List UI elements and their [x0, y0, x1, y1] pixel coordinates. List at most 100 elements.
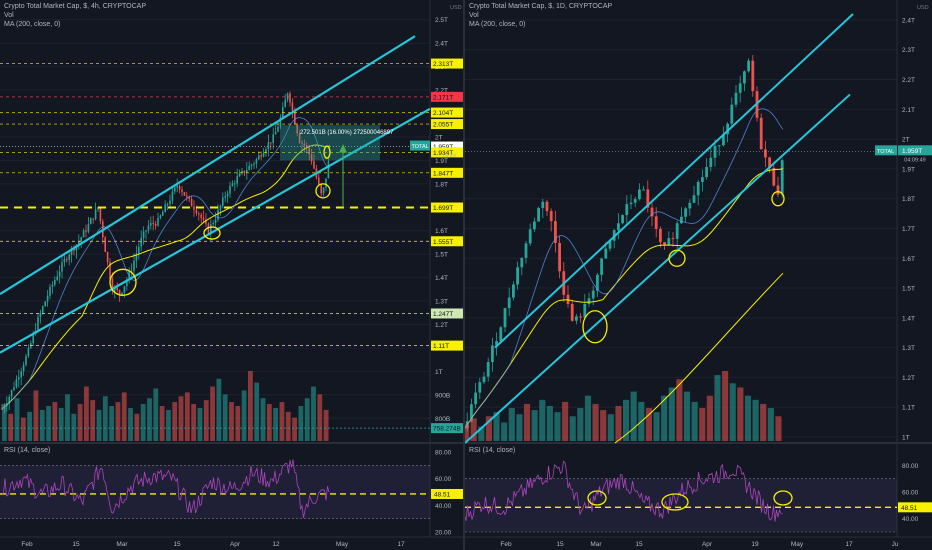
time-tick-label: Apr	[230, 541, 241, 548]
volume-bar	[121, 392, 127, 441]
candle-body	[751, 60, 755, 92]
candle-body	[272, 134, 274, 144]
volume-bar	[714, 375, 721, 441]
candle-body	[181, 189, 183, 193]
volume-bar	[501, 422, 508, 441]
candle-body	[524, 243, 528, 258]
candle-body	[238, 173, 241, 177]
candle-body	[262, 153, 265, 157]
candle-body	[253, 163, 255, 165]
chart-4h-canvas[interactable]: 2.5T2.4T2.3T2.2T2.1T2T1.9T1.8T1.7T1.6T1.…	[0, 0, 463, 550]
chart-pane-1d[interactable]: 2.4T 2.3T 2.2T 2.1T 2T 1.9T 1.8T 1.7T 1.6T 1.5T 1.…	[465, 0, 932, 550]
volume-bar	[304, 398, 310, 441]
ma-fast-line	[465, 108, 784, 429]
chart-1d-canvas[interactable]: 2.4T 2.3T 2.2T 2.1T 2T 1.9T 1.8T 1.7T 1.6T 1.5T 1.…	[465, 0, 932, 550]
candle-body	[482, 376, 486, 383]
circle-annotation	[109, 268, 137, 296]
candle-body	[768, 157, 771, 169]
volume-bar	[775, 416, 782, 441]
candle-body	[226, 193, 229, 197]
candle-body	[659, 228, 662, 243]
candle-body	[520, 257, 524, 268]
candle-body	[205, 219, 207, 224]
level-tag	[431, 58, 463, 69]
chart-legend-4h: Crypto Total Market Cap, $, 4h, CRYPTOCA…	[4, 2, 146, 29]
price-tick-label: 800B	[435, 416, 450, 423]
level-tag-label: 1.699T	[433, 205, 453, 212]
level-tag-label: 2.313T	[433, 61, 453, 68]
price-tick-label: 1.2T	[435, 322, 448, 329]
candle-body	[8, 396, 10, 404]
candle-body	[78, 241, 80, 245]
volume-bar	[298, 406, 304, 441]
volume-bar	[166, 409, 171, 441]
time-tick-label: 12	[272, 541, 280, 548]
candle-body	[591, 290, 595, 299]
candle-body	[25, 356, 27, 366]
candle-body	[250, 164, 253, 166]
candle-body	[650, 207, 654, 217]
volume-bar	[184, 392, 190, 441]
price-tick-label: 2.4T	[435, 41, 448, 48]
rsi-value-tag	[431, 488, 463, 499]
candle-body	[42, 306, 44, 313]
candle-body	[478, 382, 482, 393]
candle-body	[625, 204, 629, 216]
rsi-line	[465, 460, 783, 522]
candle-body	[279, 117, 282, 127]
candle-body	[135, 253, 138, 261]
candle-body	[63, 259, 66, 263]
candle-body	[709, 157, 713, 168]
vol-label-4h: Vol	[4, 12, 14, 19]
volume-bar	[577, 408, 584, 441]
chart-title-1d: Crypto Total Market Cap, $, 1D, CRYPTOCA…	[469, 3, 613, 10]
volume-bar	[683, 391, 691, 441]
level-tag	[431, 147, 463, 158]
candle-body	[705, 167, 708, 178]
rsi-value-tag	[898, 502, 932, 513]
price-tick-label: 2.4T	[902, 17, 915, 24]
candle-body	[277, 126, 279, 132]
volume-bar	[210, 386, 215, 441]
ma-200-long-line	[614, 272, 784, 444]
ma-fast-line	[1, 117, 331, 410]
candle-body	[646, 189, 650, 208]
candle-body	[621, 215, 624, 224]
total-value-tag	[898, 145, 932, 156]
candle-body	[217, 209, 219, 220]
candle-body	[229, 185, 231, 194]
time-tick-label: 15	[72, 541, 80, 548]
candle-body	[183, 192, 186, 196]
candle-body	[94, 209, 97, 220]
candle-body	[301, 142, 303, 144]
volume-bar	[2, 404, 7, 441]
candle-body	[224, 196, 226, 198]
price-tick-label: 1.5T	[435, 252, 448, 259]
candle-body	[109, 262, 111, 279]
volume-bar	[20, 417, 26, 441]
candle-body	[734, 92, 738, 105]
candle-body	[604, 248, 608, 259]
time-tick-label: Feb	[21, 541, 33, 548]
volume-bar	[14, 398, 20, 441]
candle-body	[176, 185, 178, 188]
volume-bar	[607, 414, 614, 441]
candle-body	[178, 185, 181, 190]
candle-body	[310, 154, 313, 162]
pane-separator[interactable]	[463, 0, 465, 550]
level-tag	[431, 202, 463, 213]
candle-body	[265, 149, 267, 154]
candle-body	[157, 217, 159, 226]
candle-body	[516, 267, 519, 285]
level-tag-label: 2.104T	[433, 110, 453, 117]
time-tick-label: Mar	[116, 541, 128, 548]
candle-body	[313, 161, 315, 169]
candle-body	[764, 149, 767, 158]
chart-pane-4h[interactable]: 2.5T2.4T2.3T2.2T2.1T2T1.9T1.8T1.7T1.6T1.…	[0, 0, 463, 550]
candle-body	[608, 240, 612, 249]
candle-body	[18, 377, 20, 380]
candle-body	[558, 242, 561, 272]
volume-bar	[254, 382, 260, 441]
candle-body	[255, 159, 258, 164]
candle-body	[642, 189, 645, 191]
